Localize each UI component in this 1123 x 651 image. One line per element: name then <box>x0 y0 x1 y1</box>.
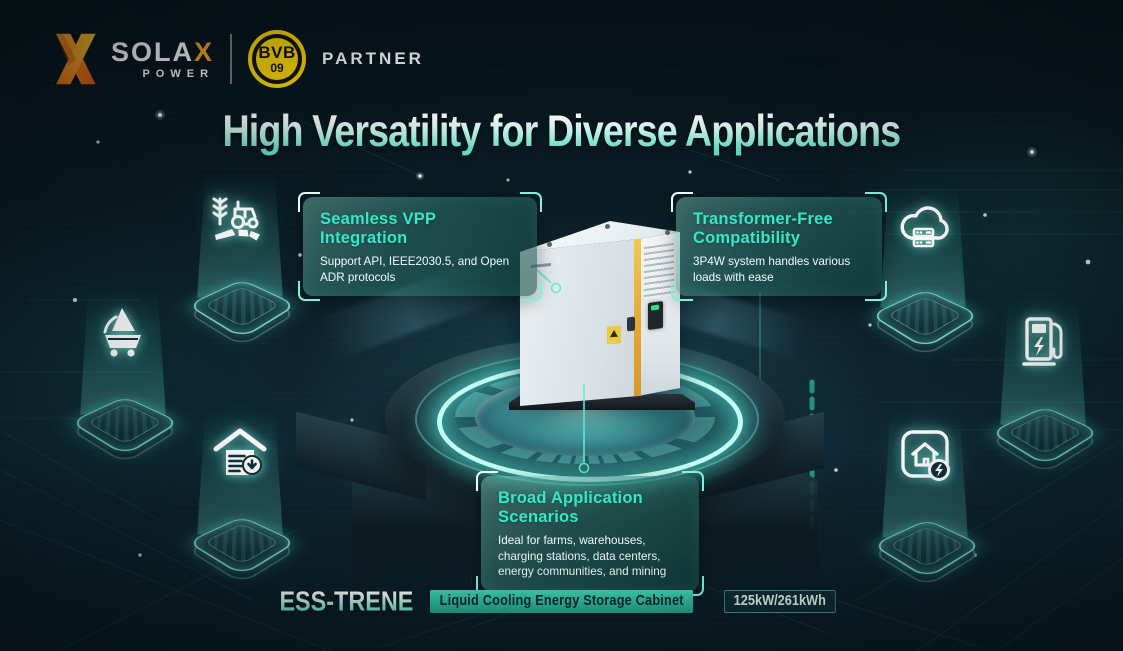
mining-cart-icon <box>103 308 141 357</box>
corner-bracket <box>520 192 542 212</box>
solax-wordmark: SOLAX POWER <box>111 36 215 80</box>
lifting-eye <box>547 242 552 247</box>
corner-bracket <box>520 281 542 302</box>
bvb-letters: BVB <box>258 43 296 62</box>
header: SOLAX POWER BVB 09 PARTNER <box>45 28 424 90</box>
bvb-logo: BVB 09 <box>248 30 307 88</box>
callout-body: Ideal for farms, warehouses, charging st… <box>498 534 667 579</box>
solax-x-icon <box>56 33 96 85</box>
corner-bracket <box>865 281 887 302</box>
warning-label <box>607 325 621 345</box>
bvb-number: 09 <box>270 61 284 75</box>
app-icon-group-mining <box>68 283 181 483</box>
home-energy-icon <box>901 430 950 481</box>
corner-bracket <box>865 192 887 212</box>
corner-bracket <box>298 281 320 302</box>
callout-title: Transformer-Free Compatibility <box>693 210 833 248</box>
product-tagline-badge: Liquid Cooling Energy Storage Cabinet <box>429 590 694 613</box>
corner-bracket <box>682 471 704 491</box>
solax-logo: SOLAX POWER <box>45 32 214 86</box>
warehouse-icon <box>213 428 267 475</box>
cabinet-handle <box>627 316 635 332</box>
header-divider <box>230 34 233 84</box>
product-name: ESS-TRENE <box>279 585 414 617</box>
product-spec-badge: 125kW/261kWh <box>724 590 836 613</box>
lifting-eye <box>605 224 610 229</box>
corner-bracket <box>476 471 498 491</box>
brand-name: SOLAX <box>111 36 215 67</box>
cabinet-vent-grille <box>644 242 674 300</box>
lifting-eye <box>665 230 670 235</box>
brand-x: X <box>194 36 215 67</box>
callout-body: 3P4W system handles various loads with e… <box>693 255 851 284</box>
cabinet-display-screen <box>648 300 663 331</box>
app-icon-group-farm <box>185 166 298 366</box>
corner-bracket <box>671 192 693 212</box>
page-title: High Versatility for Diverse Application… <box>222 106 902 156</box>
product-bar: ESS-TRENE Liquid Cooling Energy Storage … <box>0 585 1123 617</box>
brand-sub: POWER <box>142 67 215 80</box>
cloud-data-center-icon <box>900 206 949 248</box>
partner-label: PARTNER <box>322 49 424 68</box>
corner-bracket <box>671 281 693 302</box>
callout-title: Seamless VPP Integration <box>320 210 436 248</box>
callout-vpp-integration: Seamless VPP Integration Support API, IE… <box>298 192 542 302</box>
energy-storage-cabinet <box>509 218 695 410</box>
app-icon-group-warehouse <box>185 403 298 603</box>
corner-bracket <box>298 192 320 212</box>
callout-body: Support API, IEEE2030.5, and Open ADR pr… <box>320 255 510 284</box>
callout-title: Broad Application Scenarios <box>498 489 643 527</box>
app-icon-group-home <box>870 406 983 606</box>
ev-charger-icon <box>1022 317 1063 366</box>
callout-broad-scenarios: Broad Application Scenarios Ideal for fa… <box>476 471 704 596</box>
farm-tractor-icon <box>212 197 260 241</box>
callout-transformer-free: Transformer-Free Compatibility 3P4W syst… <box>671 192 887 302</box>
app-icon-group-ev <box>988 293 1101 493</box>
